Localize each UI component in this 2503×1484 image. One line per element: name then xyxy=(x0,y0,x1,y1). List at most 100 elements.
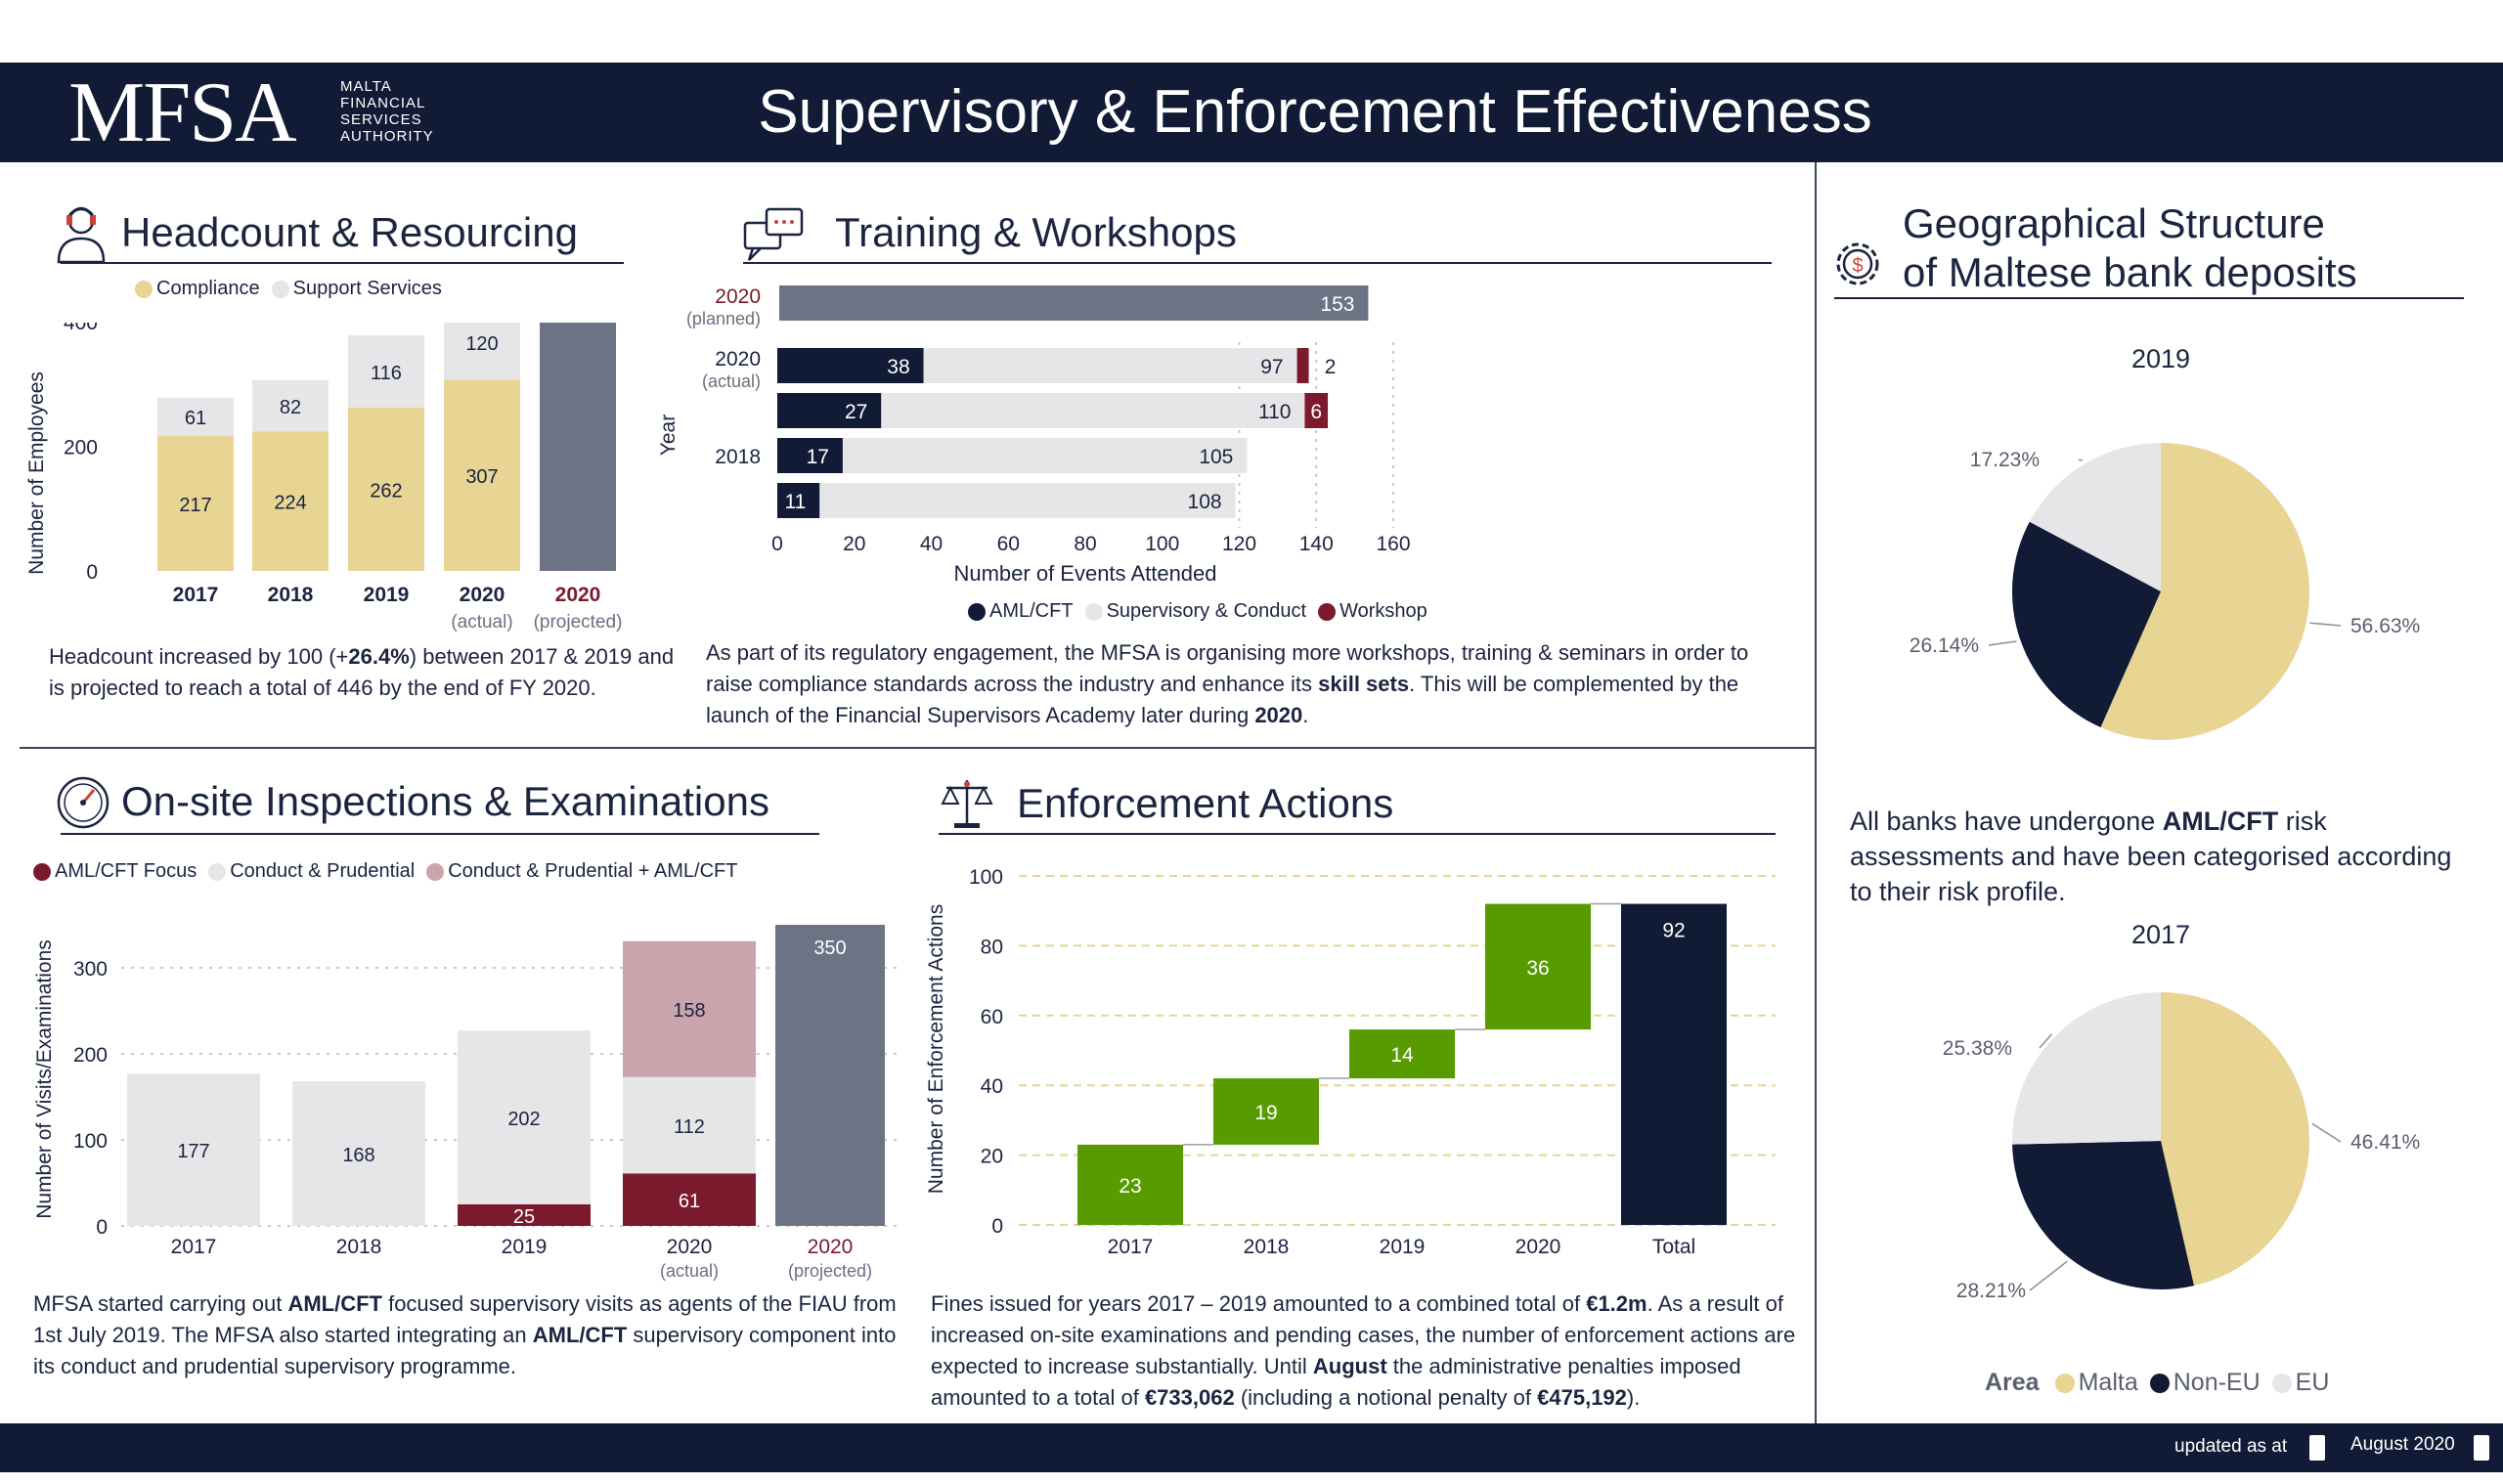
text-run: the administrative penalties imposed amo… xyxy=(931,1354,1741,1410)
legend-label: Non-EU xyxy=(2173,1369,2261,1396)
x-tick-label: 2019 xyxy=(502,1236,548,1258)
bar-projected xyxy=(775,925,885,1226)
bar-support xyxy=(348,335,424,408)
pie-slice xyxy=(2012,521,2161,728)
x-tick-label: 2020 xyxy=(555,584,601,606)
bar-aml xyxy=(777,393,882,428)
logo-sub-line: AUTHORITY xyxy=(340,128,434,145)
y-tick-label: 2020 xyxy=(715,348,761,371)
text-emphasis: €475,192 xyxy=(1537,1385,1627,1410)
slice-label: 17.23% xyxy=(1970,449,2040,471)
bar-segment xyxy=(623,1173,756,1226)
data-label: 105 xyxy=(1199,446,1233,468)
data-label: 110 xyxy=(1258,401,1291,423)
bar-segment xyxy=(127,1073,260,1226)
geo-text: All banks have undergone AML/CFT risk as… xyxy=(1850,804,2476,909)
legend-dot xyxy=(2054,1373,2075,1393)
deposits-2019-chart: 2019 56.63% 26.14% 17.23% xyxy=(1910,344,2420,740)
y-tick-label: 60 xyxy=(981,1006,1003,1028)
y-axis-label: Number of Enforcement Actions xyxy=(925,904,947,1194)
bar-projected xyxy=(540,323,616,571)
text-run: As part of its regulatory engagement, th… xyxy=(706,640,1749,696)
bar-compliance xyxy=(444,379,520,571)
training-text: As part of its regulatory engagement, th… xyxy=(706,637,1791,731)
person-icon xyxy=(57,206,106,264)
inspections-chart: 0 100 200 300 Number of Visits/Examinations 1… xyxy=(33,925,900,1281)
x-tick-label: 80 xyxy=(1074,533,1096,555)
data-label: 61 xyxy=(185,408,206,429)
legend-dot xyxy=(1318,602,1337,621)
headcount-chart: 0 200 400 Number of Employees 217 61 2017 224 82… xyxy=(25,323,622,633)
legend-item: Compliance xyxy=(135,278,260,300)
bar-aml xyxy=(777,483,820,518)
text-run: . xyxy=(1302,703,1309,727)
bar-support xyxy=(252,379,329,432)
svg-text:$: $ xyxy=(1852,255,1863,277)
bar-workshop xyxy=(1304,393,1329,428)
pie-title: 2017 xyxy=(2131,920,2190,949)
data-label: 350 xyxy=(813,938,846,959)
text-run: focused supervisory visits as agents of … xyxy=(33,1291,897,1347)
text-run: supervisory component into its conduct a… xyxy=(33,1323,897,1378)
training-legend: AML/CFT Supervisory & Conduct Workshop xyxy=(968,600,1439,623)
pie-slice xyxy=(2029,443,2161,591)
mfsa-logo: MFSA xyxy=(68,65,297,160)
text-run: Headcount increased by 100 (+ xyxy=(49,644,349,669)
data-label: 116 xyxy=(371,363,402,384)
data-label: 120 xyxy=(465,333,498,355)
bar-segment xyxy=(623,940,756,1077)
enforcement-chart: 0 20 40 60 80 100 Number of Enforcement Action… xyxy=(925,866,1776,1258)
text-emphasis: 26.4% xyxy=(348,644,410,669)
data-label: 177 xyxy=(177,1141,209,1162)
bar-compliance xyxy=(252,431,329,571)
leader-line xyxy=(1988,640,2017,646)
data-label: 11 xyxy=(785,491,807,513)
calendar-icon xyxy=(2474,1435,2489,1461)
leader-line xyxy=(2029,1260,2068,1291)
legend-item: Workshop xyxy=(1318,600,1427,623)
y-tick-label: 300 xyxy=(73,958,108,981)
slice-label: 46.41% xyxy=(2350,1131,2420,1154)
leader-line xyxy=(2311,1122,2342,1143)
mfsa-logo-subtitle: MALTA FINANCIAL SERVICES AUTHORITY xyxy=(340,78,477,145)
x-tick-label: 2020 xyxy=(808,1236,854,1258)
y-tick-label: 80 xyxy=(981,936,1003,958)
gear-dollar-icon: $ xyxy=(1836,242,1879,285)
legend-label: Compliance xyxy=(156,278,260,299)
legend-item: AML/CFT Focus xyxy=(33,860,197,883)
bar-support xyxy=(157,397,234,436)
y-axis-label: Year xyxy=(657,415,680,456)
text-emphasis: €733,062 xyxy=(1144,1385,1235,1410)
legend-dot xyxy=(33,862,51,881)
y-axis-label: Number of Visits/Examinations xyxy=(33,939,56,1219)
x-tick-label: 2018 xyxy=(336,1236,382,1258)
gauge-icon xyxy=(57,776,110,829)
x-tick-label: 2017 xyxy=(1108,1236,1154,1258)
x-tick-label: 40 xyxy=(920,533,943,555)
legend-dot xyxy=(208,862,227,881)
x-tick-label: 2018 xyxy=(1244,1236,1290,1258)
y-axis-label: Number of Employees xyxy=(25,371,48,575)
data-label: 25 xyxy=(513,1206,535,1228)
y-tick-label: 0 xyxy=(96,1216,108,1239)
bar-aml xyxy=(777,438,843,473)
x-tick-label: 140 xyxy=(1299,533,1334,555)
legend-label: EU xyxy=(2295,1369,2330,1396)
slice-label: 25.38% xyxy=(1943,1037,2012,1060)
x-tick-label: 160 xyxy=(1376,533,1410,555)
training-title-rule xyxy=(743,262,1772,264)
data-label: 6 xyxy=(1310,401,1322,423)
y-tick-label: 200 xyxy=(73,1044,108,1067)
data-label: 217 xyxy=(179,495,211,516)
bar-segment xyxy=(458,1204,591,1226)
bar-step xyxy=(1077,1144,1183,1225)
pie-slice xyxy=(2100,443,2309,740)
data-label: 2 xyxy=(1325,356,1337,378)
calendar-icon xyxy=(2309,1435,2325,1461)
training-chart: 0 20 40 60 80 100 120 140 160 Number of Events At… xyxy=(657,285,1411,586)
text-run: MFSA started carrying out xyxy=(33,1291,288,1316)
text-emphasis: AML/CFT xyxy=(287,1291,382,1316)
logo-sub-line: MALTA xyxy=(340,78,392,95)
inspections-legend: AML/CFT Focus Conduct & Prudential Condu… xyxy=(33,860,749,883)
legend-dot xyxy=(2271,1373,2292,1393)
